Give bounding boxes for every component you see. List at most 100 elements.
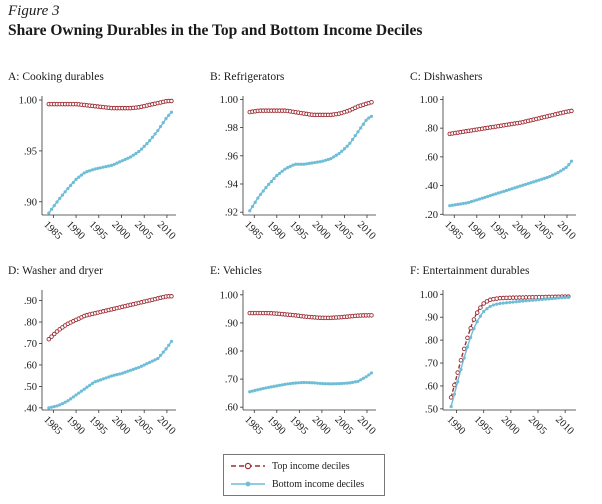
bottom-series-point: [145, 362, 149, 366]
bottom-series-point: [461, 201, 465, 206]
y-tick-label: .60: [425, 381, 438, 392]
bottom-series-point: [296, 381, 301, 385]
top-series-point: [569, 108, 574, 114]
bottom-series-point: [502, 189, 506, 193]
bottom-series-point: [161, 350, 165, 354]
legend-swatch-bottom: [231, 481, 265, 487]
bottom-series-point: [153, 132, 157, 136]
bottom-series-point: [96, 379, 100, 383]
bottom-series-point: [458, 202, 463, 206]
x-tick-label: 1995: [87, 219, 110, 242]
x-tick-label: 2005: [132, 219, 155, 242]
bottom-series-point: [464, 201, 468, 205]
bottom-series-point: [158, 353, 163, 357]
bottom-series-point: [101, 165, 105, 169]
bottom-series-point: [544, 297, 548, 301]
bottom-series-point: [515, 185, 519, 189]
series-line-top: [450, 295, 571, 398]
y-tick-label: .40: [425, 181, 438, 192]
x-tick-label: 1990: [265, 219, 288, 242]
bottom-series-point: [299, 381, 303, 385]
x-tick-label: 1985: [41, 219, 64, 242]
y-tick-label: .80: [425, 336, 438, 347]
bottom-series-point: [158, 124, 163, 129]
bottom-series-point: [337, 151, 341, 156]
bottom-series-point: [313, 160, 317, 165]
bottom-series-point: [307, 381, 311, 385]
bottom-series-point: [498, 301, 502, 306]
bottom-series-point: [510, 187, 514, 191]
chart-panel-3: C: Dishwashers .20 .40 .60 .80 1.00 1985 1990 19…: [410, 71, 577, 242]
bottom-series-point: [334, 153, 338, 157]
bottom-series-point: [299, 162, 303, 166]
bottom-series-point: [478, 314, 483, 318]
bottom-series-point: [69, 183, 73, 188]
bottom-series-point: [107, 164, 111, 168]
x-tick-label: 2010: [155, 414, 178, 437]
bottom-series-point: [561, 167, 565, 171]
bottom-series-point: [115, 161, 119, 165]
bottom-series-point: [340, 149, 344, 153]
x-tick-label: 1990: [465, 219, 488, 242]
y-tick-label: .40: [24, 403, 37, 414]
bottom-series-point: [115, 373, 119, 377]
bottom-series-point: [569, 159, 574, 163]
bottom-series-point: [504, 188, 509, 193]
chart-panel-4: D: Washer and dryer .40 .50 .60 .70 .80 .90 198…: [8, 265, 177, 437]
bottom-series-point: [82, 387, 86, 391]
chart-panel-6: F: Entertainment durables .50 .60 .70 .80 .90…: [410, 265, 576, 437]
bottom-series-point: [483, 195, 487, 199]
bottom-series-point: [511, 300, 515, 304]
bottom-series-point: [58, 196, 62, 201]
x-tick-label: 1995: [87, 414, 110, 437]
bottom-series-point: [499, 190, 503, 194]
panel-title: D: Washer and dryer: [8, 265, 103, 277]
bottom-series-point: [369, 371, 374, 375]
bottom-series-point: [280, 169, 284, 173]
top-series-point: [465, 335, 470, 341]
bottom-series-point: [560, 296, 564, 300]
bottom-series-point: [275, 173, 279, 178]
y-tick-label: .50: [425, 404, 438, 415]
top-series-point: [49, 334, 54, 339]
legend-label-top: Top income deciles: [272, 460, 350, 472]
bottom-series-point: [488, 194, 492, 198]
bottom-series-point: [77, 391, 81, 395]
y-tick-label: 1.00: [420, 290, 438, 301]
bottom-series-point: [323, 382, 328, 386]
bottom-series-point: [318, 381, 322, 386]
bottom-series-point: [459, 367, 463, 372]
bottom-series-point: [315, 160, 319, 164]
top-series-point: [448, 395, 454, 400]
bottom-series-point: [74, 393, 78, 397]
bottom-series-point: [534, 179, 538, 183]
bottom-series-point: [310, 161, 314, 165]
series-line-top: [48, 295, 172, 340]
bottom-series-point: [79, 389, 84, 393]
bottom-series-point: [283, 382, 287, 386]
y-tick-label: .60: [425, 152, 438, 163]
bottom-series-point: [452, 392, 456, 396]
bottom-series-point: [350, 137, 355, 142]
bottom-series-point: [514, 300, 518, 304]
legend-item-top: Top income deciles: [230, 458, 350, 474]
bottom-series-point: [559, 169, 563, 173]
bottom-series-point: [142, 144, 146, 148]
panel-title: A: Cooking durables: [8, 71, 104, 83]
bottom-series-point: [137, 149, 141, 154]
bottom-series-point: [150, 359, 154, 363]
x-tick-label: 2000: [109, 414, 132, 437]
bottom-series-point: [55, 200, 59, 204]
y-tick-label: .80: [24, 318, 37, 329]
bottom-series-point: [164, 347, 168, 351]
y-tick-label: .96: [225, 151, 238, 162]
bottom-series-point: [318, 160, 322, 164]
bottom-series-point: [553, 172, 557, 176]
bottom-series-point: [310, 381, 314, 385]
bottom-series-point: [88, 169, 92, 173]
y-tick-label: .90: [24, 296, 37, 307]
bottom-series-point: [47, 211, 51, 215]
x-tick-label: 2000: [109, 219, 132, 242]
x-tick-label: 1985: [242, 219, 265, 242]
x-tick-label: 1990: [265, 414, 288, 437]
